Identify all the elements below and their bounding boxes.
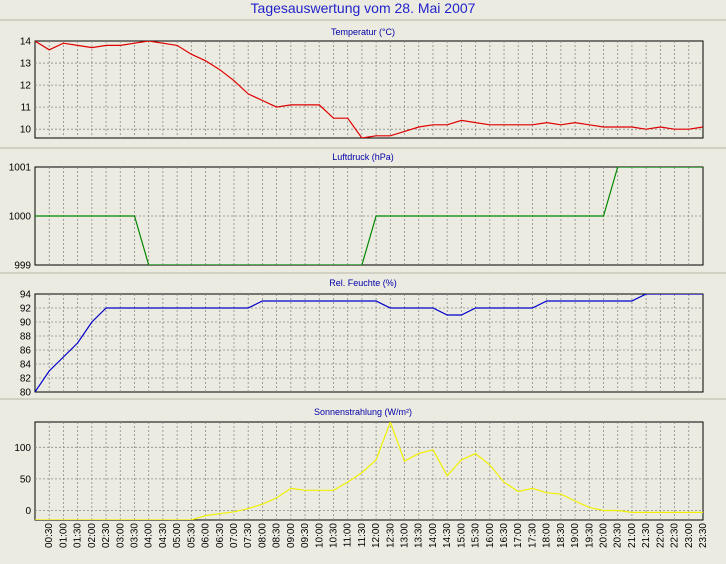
x-tick-label: 14:00	[428, 523, 439, 548]
series-line	[35, 41, 703, 138]
x-tick-label: 16:00	[485, 523, 496, 548]
x-tick-label: 22:30	[670, 523, 681, 548]
x-tick-label: 05:00	[172, 523, 183, 548]
x-tick-label: 18:30	[556, 523, 567, 548]
x-tick-label: 07:00	[229, 523, 240, 548]
y-tick-label: 82	[20, 374, 32, 385]
x-tick-label: 02:00	[87, 523, 98, 548]
series-line	[35, 422, 703, 520]
x-tick-label: 10:00	[314, 523, 325, 548]
y-tick-label: 12	[20, 81, 32, 92]
x-tick-label: 15:00	[456, 523, 467, 548]
y-tick-label: 1000	[9, 212, 32, 223]
y-tick-label: 999	[14, 261, 31, 272]
y-tick-label: 14	[20, 37, 32, 48]
plot-area	[34, 293, 704, 393]
y-tick-label: 10	[20, 125, 32, 136]
x-tick-label: 08:00	[257, 523, 268, 548]
y-tick-label: 0	[25, 506, 31, 517]
series-line	[35, 167, 703, 265]
x-tick-label: 17:00	[513, 523, 524, 548]
y-tick-label: 94	[20, 290, 32, 301]
y-tick-label: 92	[20, 304, 32, 315]
y-tick-label: 80	[20, 388, 32, 399]
x-tick-label: 04:30	[158, 523, 169, 548]
x-tick-label: 10:30	[328, 523, 339, 548]
x-tick-label: 03:00	[115, 523, 126, 548]
x-tick-label: 11:00	[343, 523, 354, 548]
series-line	[35, 294, 703, 392]
y-tick-label: 13	[20, 59, 32, 70]
y-tick-label: 11	[21, 103, 32, 114]
x-tick-label: 11:30	[357, 523, 368, 548]
x-tick-label: 05:30	[186, 523, 197, 548]
panel-title: Rel. Feuchte (%)	[329, 278, 397, 288]
y-tick-label: 90	[20, 318, 32, 329]
x-tick-label: 15:30	[471, 523, 482, 548]
x-tick-label: 06:30	[215, 523, 226, 548]
x-tick-label: 20:00	[599, 523, 610, 548]
y-tick-label: 84	[20, 360, 32, 371]
x-tick-label: 04:00	[144, 523, 155, 548]
x-tick-label: 01:00	[58, 523, 69, 548]
x-tick-label: 21:00	[627, 523, 638, 548]
y-tick-label: 88	[20, 332, 32, 343]
main-title: Tagesauswertung vom 28. Mai 2007	[250, 0, 476, 16]
x-tick-label: 19:30	[584, 523, 595, 548]
x-tick-label: 08:30	[272, 523, 283, 548]
x-tick-label: 17:30	[527, 523, 538, 548]
y-tick-label: 86	[20, 346, 32, 357]
x-tick-label: 09:00	[286, 523, 297, 548]
x-tick-label: 21:30	[641, 523, 652, 548]
x-tick-label: 06:00	[201, 523, 212, 548]
x-tick-label: 16:30	[499, 523, 510, 548]
x-tick-label: 07:30	[243, 523, 254, 548]
x-tick-label: 19:00	[570, 523, 581, 548]
x-tick-label: 03:30	[129, 523, 140, 548]
x-tick-label: 12:30	[385, 523, 396, 548]
x-tick-label: 20:30	[613, 523, 624, 548]
x-tick-label: 01:30	[73, 523, 84, 548]
plot-area	[34, 421, 704, 521]
x-tick-label: 13:30	[414, 523, 425, 548]
x-tick-label: 22:00	[655, 523, 666, 548]
x-tick-label: 23:00	[684, 523, 695, 548]
x-tick-label: 00:30	[44, 523, 55, 548]
x-tick-label: 23:30	[698, 523, 709, 548]
x-tick-label: 12:00	[371, 523, 382, 548]
y-tick-label: 50	[20, 474, 32, 485]
x-tick-label: 18:00	[542, 523, 553, 548]
y-tick-label: 1001	[9, 163, 32, 174]
panel-title: Temperatur (°C)	[331, 27, 395, 37]
x-tick-label: 14:30	[442, 523, 453, 548]
panel-title: Luftdruck (hPa)	[332, 152, 394, 162]
plot-area	[34, 40, 704, 139]
x-tick-label: 02:30	[101, 523, 112, 548]
x-tick-label: 09:30	[300, 523, 311, 548]
panel-title: Sonnenstrahlung (W/m²)	[314, 407, 412, 417]
y-tick-label: 100	[14, 443, 31, 454]
x-tick-label: 13:00	[400, 523, 411, 548]
